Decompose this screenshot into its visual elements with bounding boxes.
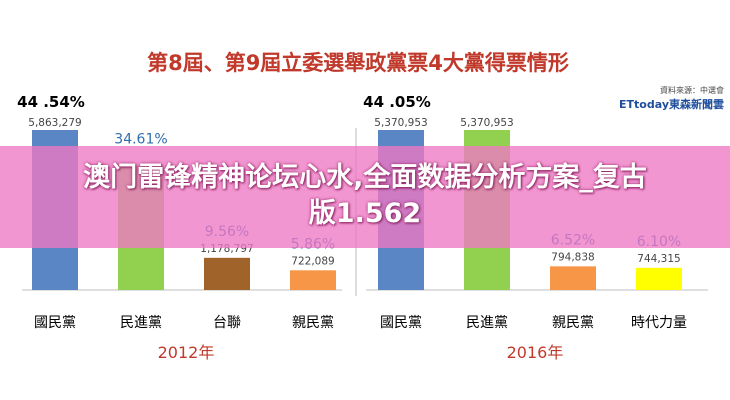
source-note: 資料來源：中選會 xyxy=(660,85,724,95)
percent-label: 44 .54% xyxy=(17,93,85,111)
x-tick-label: 台聯 xyxy=(213,315,241,331)
x-tick-label: 民進黨 xyxy=(120,315,162,331)
x-tick-label: 國民黨 xyxy=(34,315,76,331)
percent-label: 44 .05% xyxy=(363,93,431,111)
x-tick-label: 國民黨 xyxy=(380,315,422,331)
votes-label: 794,838 xyxy=(551,251,594,263)
votes-label: 5,370,953 xyxy=(374,117,427,129)
bar-台聯 xyxy=(204,257,250,290)
x-tick-label: 民進黨 xyxy=(466,315,508,331)
votes-label: 744,315 xyxy=(637,253,680,265)
year-label: 2012年 xyxy=(158,343,215,362)
x-tick-label: 親民黨 xyxy=(292,315,334,331)
bar-時代力量 xyxy=(636,267,682,290)
watermark-banner xyxy=(0,146,730,248)
bar-親民黨 xyxy=(550,266,596,290)
bar-親民黨 xyxy=(290,270,336,290)
brand-logo: ETtoday東森新聞雲 xyxy=(619,97,724,111)
x-tick-label: 親民黨 xyxy=(552,315,594,331)
watermark-line-1: 澳门雷锋精神论坛心水,全面数据分析方案_复古 xyxy=(83,162,647,193)
votes-label: 5,370,953 xyxy=(460,117,513,129)
chart-title: 第8屆、第9屆立委選舉政黨票4大黨得票情形 xyxy=(147,51,569,75)
percent-label: 34.61% xyxy=(114,132,167,148)
year-label: 2016年 xyxy=(507,343,564,362)
votes-label: 5,863,279 xyxy=(28,117,81,129)
watermark-text: 澳门雷锋精神论坛心水,全面数据分析方案_复古 版1.562 xyxy=(0,160,730,232)
watermark-line-2: 版1.562 xyxy=(308,198,422,229)
votes-label: 722,089 xyxy=(291,255,334,267)
x-tick-label: 時代力量 xyxy=(631,315,687,331)
